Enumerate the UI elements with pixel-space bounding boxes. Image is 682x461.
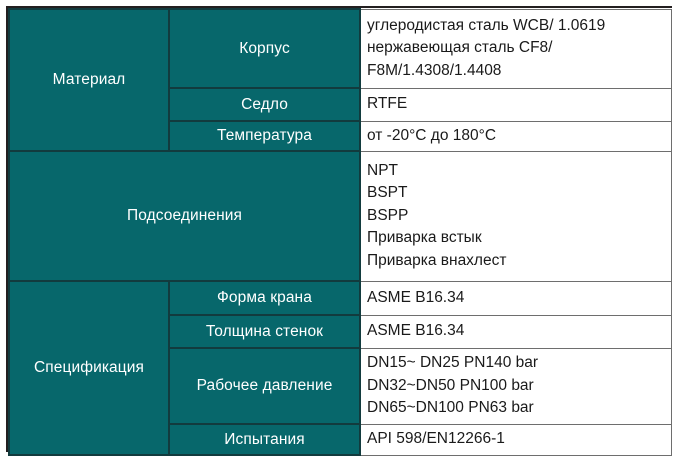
value-tolshchina-stenok: ASME B16.34 xyxy=(359,314,672,349)
value-line: углеродистая сталь WCB/ 1.0619 xyxy=(367,16,606,34)
sub-label-rabochee-davlenie: Рабочее давление xyxy=(168,347,361,425)
value-line: DN32~DN50 PN100 bar xyxy=(367,376,534,394)
value-line: NPT xyxy=(367,161,398,179)
table-row: Материал Корпус углеродистая сталь WCB/ … xyxy=(8,8,672,152)
value-ispytaniya: API 598/EN12266-1 xyxy=(359,423,672,456)
value-sedlo: RTFE xyxy=(359,87,672,122)
table-row: Подсоединения NPT BSPT BSPP Приварка вст… xyxy=(8,150,672,282)
value-temperatura: от -20°C до 180°C xyxy=(359,120,672,152)
specification-table: Материал Корпус углеродистая сталь WCB/ … xyxy=(8,8,672,456)
value-line: Приварка внахлест xyxy=(367,251,507,269)
value-line: F8M/1.4308/1.4408 xyxy=(367,61,502,79)
sub-label-tolshchina-stenok: Толщина стенок xyxy=(168,314,361,349)
value-line: API 598/EN12266-1 xyxy=(367,430,505,448)
value-line: RTFE xyxy=(367,95,408,113)
sub-label-ispytaniya: Испытания xyxy=(168,423,361,456)
group-label-podsoedineniya: Подсоединения xyxy=(8,150,361,282)
sub-label-sedlo: Седло xyxy=(168,87,361,122)
table-row: Температура от -20°C до 180°C xyxy=(9,120,672,152)
value-line: DN65~DN100 PN63 bar xyxy=(367,399,534,417)
group-label-material: Материал xyxy=(8,8,170,152)
table-row: Седло RTFE xyxy=(9,87,672,122)
sub-label-forma-krana: Форма крана xyxy=(168,280,361,316)
value-line: Приварка встык xyxy=(367,229,482,247)
value-line: DN15~ DN25 PN140 bar xyxy=(367,354,539,372)
sub-label-korpus: Корпус xyxy=(168,8,361,89)
value-line: BSPP xyxy=(367,206,409,224)
value-line: ASME B16.34 xyxy=(367,322,465,340)
value-line: от -20°C до 180°C xyxy=(367,126,497,144)
specification-table-container: Материал Корпус углеродистая сталь WCB/ … xyxy=(6,6,672,456)
value-korpus: углеродистая сталь WCB/ 1.0619 нержавеющ… xyxy=(359,8,672,89)
value-line: нержавеющая сталь CF8/ xyxy=(367,39,553,57)
sub-label-temperatura: Температура xyxy=(168,120,361,152)
table-row: Испытания API 598/EN12266-1 xyxy=(9,423,672,456)
value-line: ASME B16.34 xyxy=(367,288,465,306)
value-line: BSPT xyxy=(367,184,408,202)
group-label-specifikaciya: Спецификация xyxy=(8,280,170,456)
value-podsoedineniya: NPT BSPT BSPP Приварка встык Приварка вн… xyxy=(359,150,672,282)
value-forma-krana: ASME B16.34 xyxy=(359,280,672,316)
value-rabochee-davlenie: DN15~ DN25 PN140 bar DN32~DN50 PN100 bar… xyxy=(359,347,672,425)
table-row: Толщина стенок ASME B16.34 xyxy=(9,314,672,349)
table-row: Рабочее давление DN15~ DN25 PN140 bar DN… xyxy=(9,347,672,425)
table-row: Спецификация Форма крана ASME B16.34 xyxy=(8,280,672,456)
